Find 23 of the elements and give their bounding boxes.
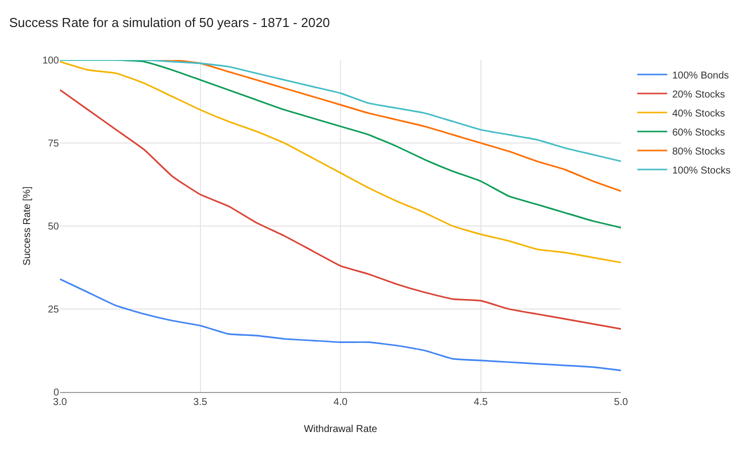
y-tick-label: 25	[48, 304, 60, 316]
legend-label: 80% Stocks	[672, 146, 726, 158]
legend-label: 20% Stocks	[672, 89, 726, 100]
x-tick-label: 5.0	[614, 397, 628, 408]
legend-label: 100% Bonds	[672, 70, 729, 82]
legend-label: 40% Stocks	[672, 108, 726, 120]
x-axis-title: Withdrawal Rate	[304, 424, 378, 435]
y-tick-label: 0	[53, 388, 60, 398]
y-tick-label: 50	[48, 222, 60, 232]
x-tick-label: 4.0	[334, 397, 348, 408]
y-tick-label: 75	[48, 138, 60, 150]
y-axis-title: Success Rate [%]	[22, 186, 33, 266]
x-tick-label: 4.5	[474, 397, 488, 408]
x-tick-label: 3.0	[53, 397, 68, 408]
y-tick-label: 100	[42, 56, 60, 66]
line-series	[60, 60, 621, 264]
line-series	[60, 60, 621, 162]
legend-label: 100% Stocks	[672, 165, 731, 176]
line-series	[60, 278, 621, 372]
x-tick-label: 3.5	[193, 397, 208, 408]
chart-title: Success Rate for a simulation of 50 years - 1871 - 2020	[9, 15, 330, 30]
legend-label: 60% Stocks	[672, 127, 726, 138]
line-series	[60, 89, 621, 330]
